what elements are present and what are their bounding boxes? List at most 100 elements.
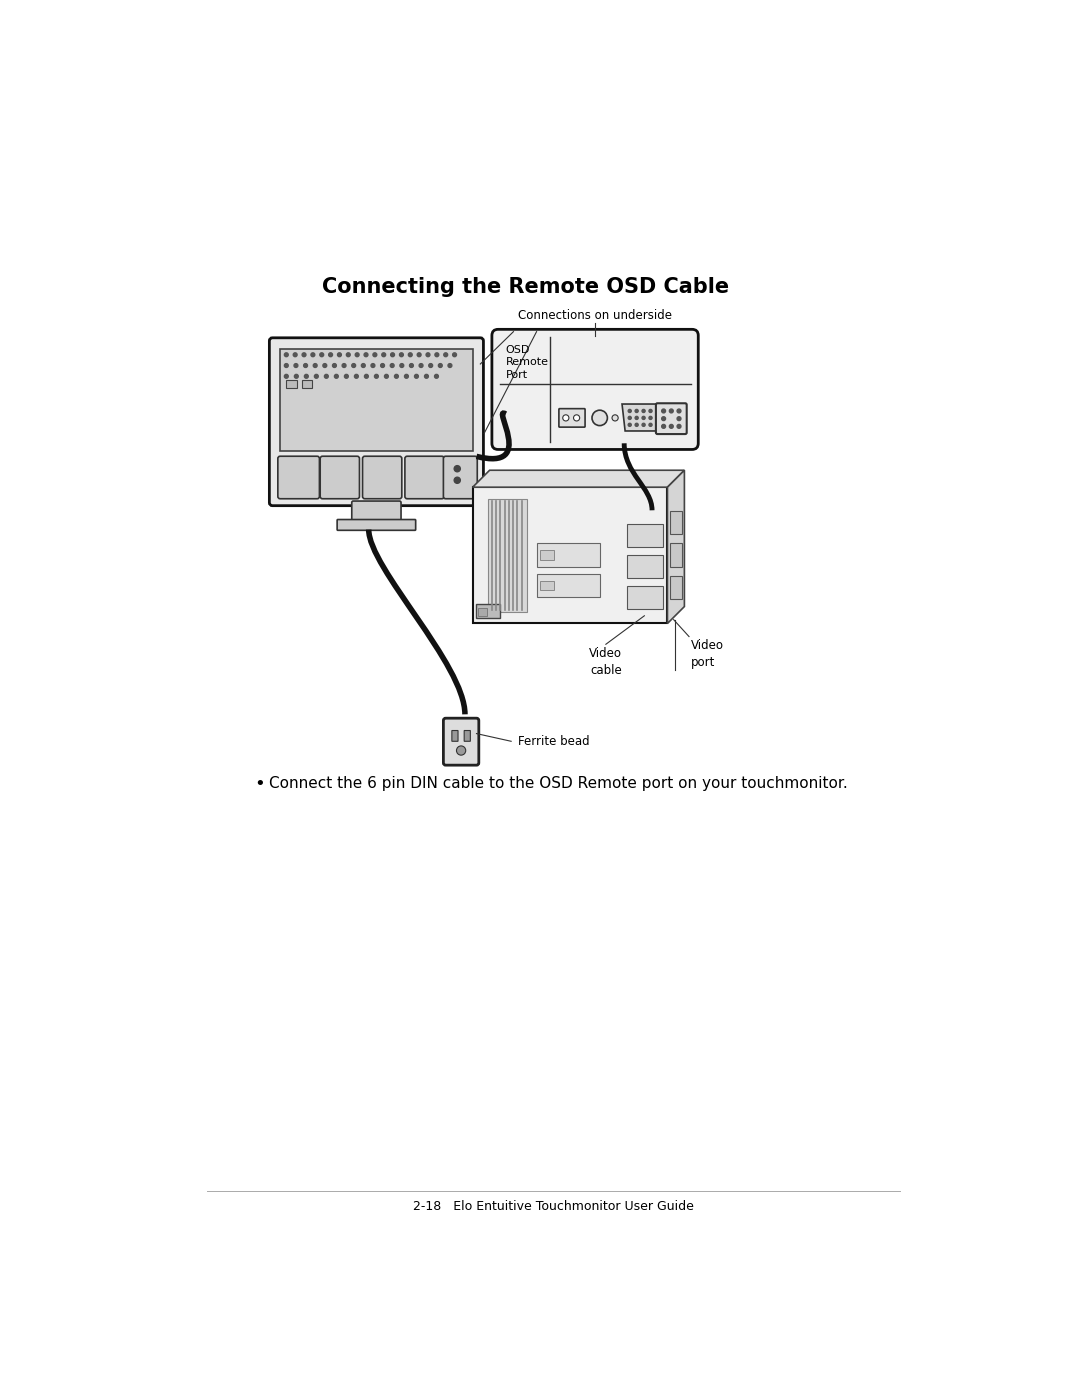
Circle shape (390, 363, 394, 367)
FancyBboxPatch shape (626, 555, 663, 578)
Circle shape (302, 353, 306, 356)
Circle shape (342, 363, 346, 367)
Circle shape (352, 363, 355, 367)
Circle shape (670, 409, 673, 414)
Circle shape (563, 415, 569, 420)
Circle shape (409, 363, 414, 367)
Text: Connect the 6 pin DIN cable to the OSD Remote port on your touchmonitor.: Connect the 6 pin DIN cable to the OSD R… (269, 777, 848, 791)
FancyBboxPatch shape (626, 524, 663, 548)
Circle shape (635, 409, 638, 412)
Circle shape (284, 363, 288, 367)
Circle shape (405, 374, 408, 379)
FancyBboxPatch shape (363, 457, 402, 499)
FancyBboxPatch shape (670, 543, 683, 567)
Circle shape (320, 353, 324, 356)
Circle shape (419, 363, 423, 367)
Circle shape (656, 416, 659, 419)
FancyBboxPatch shape (670, 511, 683, 534)
Circle shape (284, 353, 288, 356)
FancyBboxPatch shape (352, 502, 401, 524)
FancyBboxPatch shape (558, 409, 585, 427)
Circle shape (380, 363, 384, 367)
Circle shape (294, 353, 297, 356)
Text: •: • (254, 775, 265, 792)
Circle shape (438, 363, 442, 367)
FancyBboxPatch shape (269, 338, 484, 506)
FancyBboxPatch shape (286, 380, 297, 388)
Circle shape (375, 374, 378, 379)
Circle shape (573, 415, 580, 420)
Circle shape (294, 363, 298, 367)
FancyBboxPatch shape (626, 585, 663, 609)
Circle shape (364, 353, 368, 356)
FancyBboxPatch shape (405, 457, 444, 499)
Circle shape (394, 374, 399, 379)
FancyBboxPatch shape (538, 543, 600, 567)
Circle shape (400, 363, 404, 367)
FancyBboxPatch shape (320, 457, 360, 499)
Circle shape (592, 411, 607, 426)
FancyBboxPatch shape (491, 330, 699, 450)
Circle shape (649, 409, 652, 412)
FancyBboxPatch shape (444, 718, 478, 766)
Polygon shape (667, 471, 685, 623)
Circle shape (670, 425, 673, 429)
Circle shape (362, 363, 365, 367)
Circle shape (429, 363, 433, 367)
Circle shape (305, 374, 308, 379)
Circle shape (354, 374, 359, 379)
Circle shape (629, 409, 632, 412)
Circle shape (649, 416, 652, 419)
Circle shape (355, 353, 359, 356)
Circle shape (364, 374, 368, 379)
Circle shape (642, 423, 645, 426)
FancyBboxPatch shape (464, 731, 471, 742)
Text: Connections on underside: Connections on underside (518, 309, 672, 321)
Circle shape (323, 363, 327, 367)
FancyBboxPatch shape (488, 499, 527, 612)
Polygon shape (622, 404, 669, 432)
Circle shape (303, 363, 308, 367)
Circle shape (662, 416, 665, 420)
Circle shape (455, 465, 460, 472)
Circle shape (612, 415, 618, 420)
Circle shape (649, 423, 652, 426)
Circle shape (295, 374, 298, 379)
Circle shape (345, 374, 348, 379)
FancyBboxPatch shape (538, 574, 600, 598)
Circle shape (435, 353, 438, 356)
Circle shape (408, 353, 413, 356)
Circle shape (324, 374, 328, 379)
Circle shape (434, 374, 438, 379)
Circle shape (448, 363, 451, 367)
Circle shape (635, 423, 638, 426)
Circle shape (284, 374, 288, 379)
Text: Ferrite bead: Ferrite bead (517, 735, 590, 747)
Circle shape (455, 478, 460, 483)
Circle shape (677, 409, 680, 414)
Circle shape (384, 374, 389, 379)
FancyBboxPatch shape (473, 488, 667, 623)
FancyBboxPatch shape (670, 576, 683, 599)
Circle shape (313, 363, 318, 367)
Circle shape (415, 374, 418, 379)
Circle shape (444, 353, 447, 356)
Polygon shape (473, 471, 685, 488)
Circle shape (662, 425, 665, 429)
Circle shape (391, 353, 394, 356)
FancyBboxPatch shape (475, 605, 500, 617)
Circle shape (662, 409, 665, 414)
Circle shape (335, 374, 338, 379)
Circle shape (328, 353, 333, 356)
Circle shape (311, 353, 314, 356)
Circle shape (333, 363, 336, 367)
FancyBboxPatch shape (540, 581, 554, 591)
Circle shape (372, 363, 375, 367)
Circle shape (453, 353, 457, 356)
Text: Video
cable: Video cable (590, 647, 622, 676)
Circle shape (642, 416, 645, 419)
Text: 2-18   Elo Entuitive Touchmonitor User Guide: 2-18 Elo Entuitive Touchmonitor User Gui… (413, 1200, 694, 1213)
Circle shape (629, 423, 632, 426)
Circle shape (635, 416, 638, 419)
Circle shape (677, 425, 680, 429)
